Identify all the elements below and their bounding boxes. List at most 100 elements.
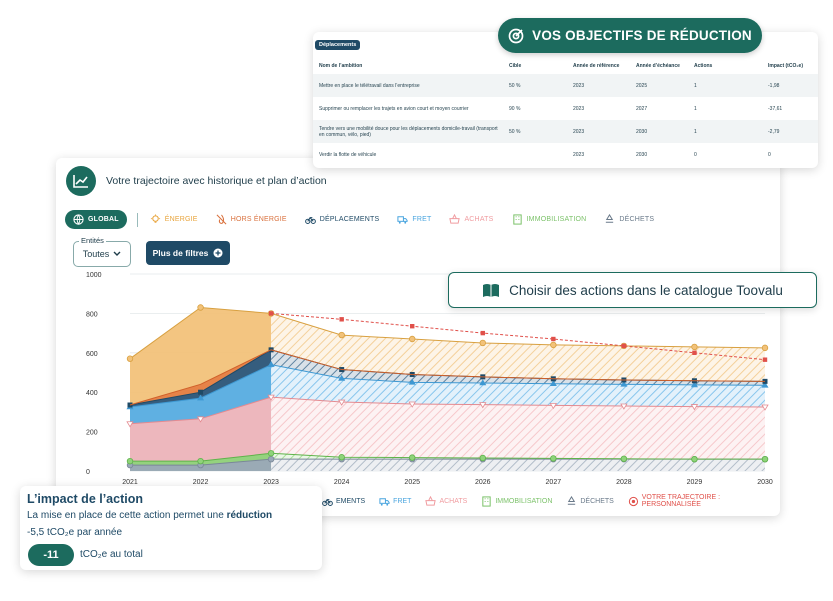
objectives-table: Nom de l’ambition Cible Année de référence… [313, 58, 818, 166]
table-row[interactable]: Tendre vers une mobilité douce pour les … [313, 120, 818, 143]
data-point [198, 389, 204, 395]
tab-achats[interactable]: ACHATS [449, 214, 493, 225]
x-tick-label: 2023 [263, 479, 279, 486]
legend-item[interactable]: DÉCHETS [566, 495, 614, 507]
trajectory-point [551, 336, 556, 342]
data-point [267, 455, 275, 463]
tab-hors-énergie[interactable]: HORS ÉNERGIE [216, 214, 287, 225]
tab-déchets[interactable]: DÉCHETS [604, 214, 654, 225]
data-point [197, 304, 204, 311]
data-point [479, 339, 486, 347]
table-cell: 1 [694, 105, 697, 112]
column-header: Cible [509, 63, 522, 69]
tab-déplacements[interactable]: DÉPLACEMENTS [304, 214, 380, 225]
table-row[interactable]: Verdir la flotte de véhicule 2023 2030 0 0 [313, 143, 818, 166]
table-cell: 2023 [567, 74, 630, 97]
objectives-table-card: Déplacements Nom de l’ambition Cible Année… [313, 32, 818, 168]
impact-description-text: La mise en place de cette action permet … [27, 510, 227, 521]
y-tick-label: 200 [86, 430, 98, 437]
data-point [408, 401, 416, 408]
data-point [409, 335, 416, 343]
y-tick-label: 0 [86, 469, 90, 476]
legend-item[interactable]: EMENTS [322, 496, 365, 507]
legend-label: IMMOBILISATION [495, 497, 553, 505]
series-line [129, 306, 766, 360]
table-cell: 2030 [636, 151, 648, 158]
plus-circle-icon [213, 248, 223, 258]
data-point [690, 381, 698, 388]
data-point [620, 455, 628, 462]
table-cell: 2025 [630, 74, 688, 97]
category-badge: Déplacements [315, 40, 361, 50]
data-point [267, 450, 275, 457]
entities-select[interactable]: Entités Toutes [73, 236, 131, 267]
legend-item[interactable]: FRET [379, 496, 411, 507]
table-cell: 2023 [573, 151, 585, 158]
legend-item[interactable]: VOTRE TRAJECTOIRE : PERSONNALISÉE [628, 494, 780, 508]
reduction-objectives-label: VOS OBJECTIFS DE RÉDUCTION [532, 28, 752, 43]
catalogue-button[interactable]: Choisir des actions dans le catalogue To… [448, 272, 817, 308]
table-body: Mettre en place le télétravail dans l’en… [313, 74, 818, 166]
table-row[interactable]: Supprimer ou remplacer les trajets en av… [313, 97, 818, 120]
chart-legend: EMENTS FRET ACHATS IMMOBILISATION DÉCHETS VOT… [322, 494, 780, 508]
x-tick-label: 2030 [757, 479, 773, 486]
tab-global[interactable]: GLOBAL [65, 210, 127, 229]
series-line [129, 349, 766, 406]
table-header-row: Nom de l’ambition Cible Année de référence… [313, 58, 818, 74]
data-point [338, 331, 345, 339]
y-tick-label: 600 [86, 351, 98, 358]
legend-label: DÉCHETS [580, 497, 614, 505]
building-icon [512, 214, 522, 225]
x-tick-label: 2028 [616, 479, 632, 486]
basket-icon [425, 495, 437, 506]
tab-label: ÉNERGIE [164, 216, 198, 223]
area-history-achats [130, 397, 272, 471]
legend-item[interactable]: IMMOBILISATION [481, 495, 553, 507]
data-point [197, 457, 204, 465]
reduction-objectives-button[interactable]: VOS OBJECTIFS DE RÉDUCTION [498, 18, 762, 53]
column-header: Actions [694, 63, 713, 69]
y-tick-label: 1000 [86, 272, 102, 279]
impact-title: L’impact de l’action [27, 492, 143, 506]
truck-icon [397, 216, 408, 224]
entities-value: Toutes [82, 249, 110, 259]
target-icon [628, 496, 638, 506]
column-header: Année d’échéance [636, 63, 680, 69]
x-tick-label: 2021 [122, 479, 138, 486]
x-tick-label: 2022 [193, 479, 209, 486]
table-row[interactable]: Mettre en place le télétravail dans l’en… [313, 74, 818, 97]
table-cell [503, 143, 567, 166]
column-header: Impact (tCO₂e) [768, 63, 804, 69]
data-point [691, 343, 698, 351]
recycle-icon [606, 214, 614, 223]
more-filters-button[interactable]: Plus de filtres [146, 241, 230, 265]
legend-item[interactable]: ACHATS [425, 495, 467, 507]
area-projection-achats [271, 397, 765, 471]
tab-fret[interactable]: FRET [397, 214, 431, 225]
tab-énergie[interactable]: ÉNERGIE [150, 214, 198, 225]
data-point [479, 402, 487, 409]
table-cell: -37,61 [768, 105, 783, 112]
action-impact-card: L’impact de l’action La mise en place de… [20, 486, 322, 570]
table-cell: Tendre vers une mobilité douce pour les … [313, 120, 503, 143]
chart-trend-icon [66, 166, 96, 196]
table-cell: Supprimer ou remplacer les trajets en av… [319, 105, 469, 112]
table-cell: 50 % [503, 74, 567, 97]
data-point [126, 421, 134, 428]
trajectory-point [268, 311, 274, 316]
tab-label: IMMOBILISATION [526, 216, 587, 223]
table-cell: 2023 [573, 105, 585, 112]
bulb-icon [150, 214, 160, 223]
tab-immobilisation[interactable]: IMMOBILISATION [512, 214, 587, 225]
data-point [761, 344, 769, 352]
trajectory-line [271, 312, 766, 361]
data-point [338, 454, 345, 461]
y-tick-label: 400 [86, 390, 98, 397]
impact-total-value: -11 [28, 544, 74, 566]
data-point [549, 402, 558, 410]
x-tick-label: 2029 [687, 479, 703, 486]
data-point [337, 399, 346, 406]
trajectory-point [762, 357, 768, 362]
impact-per-year: -5,5 tCO₂e par année [27, 527, 123, 538]
data-point [126, 355, 134, 362]
